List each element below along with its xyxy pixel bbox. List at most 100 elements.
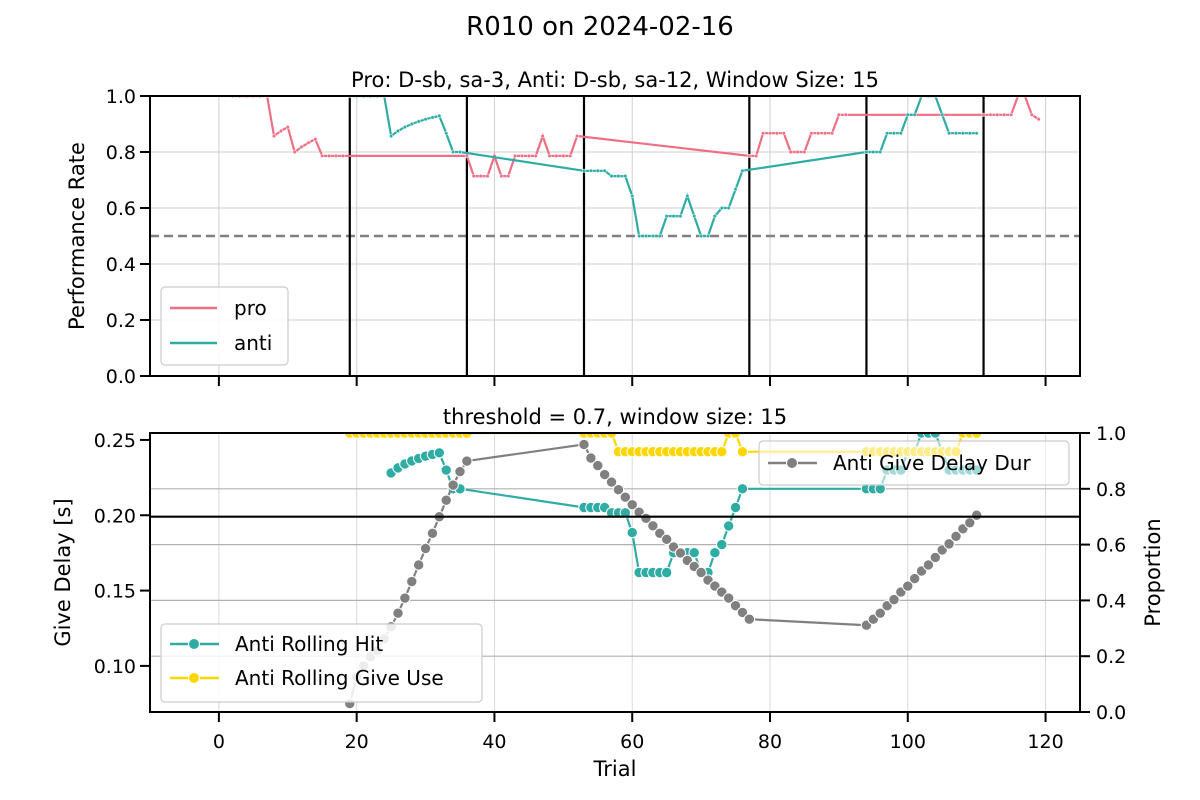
data-point-anti-give-delay-dur [619,491,632,503]
data-point-anti [878,149,883,155]
bottom-axes-frame [149,432,1081,713]
top-legend-box [160,286,289,366]
data-point-pro [781,131,786,136]
data-point-anti [437,113,442,118]
y-tick-label: 0.15 [94,581,136,603]
data-point-pro [464,153,469,158]
data-point-anti-give-delay-dur [605,476,618,488]
bottom-y-axis-label: Give Delay [s] [51,498,75,646]
data-point-anti-give-delay-dur [447,479,459,491]
data-point-anti [444,131,449,136]
data-point-anti-rolling-hit [433,447,446,459]
data-point-anti-give-delay-dur [392,607,404,619]
data-point-anti [967,131,972,136]
data-point-anti [712,214,717,219]
x-tick-label: 120 [1027,731,1063,753]
right-y-tick-label: 0.0 [1096,702,1126,724]
data-point-anti [726,205,731,211]
data-point-anti [705,233,711,239]
data-point-anti [864,149,869,155]
data-point-anti [389,133,394,139]
data-point-anti [637,233,642,239]
legend-label-anti-give-delay-dur: Anti Give Delay Dur [833,451,1031,475]
data-point-anti-give-delay-dur [592,459,604,472]
x-tick-label: 100 [890,731,926,753]
right-y-tick-label: 0.6 [1096,535,1126,557]
data-point-anti-give-delay-dur [674,547,687,559]
top-chart-title: Pro: D-sb, sa-3, Anti: D-sb, sa-12, Wind… [351,68,879,92]
data-point-anti-give-delay-dur [943,538,955,550]
data-point-pro [533,153,538,158]
bottom-legend-box [160,623,483,703]
right-y-tick-label: 0.2 [1096,646,1126,668]
data-point-anti [898,131,903,136]
data-point-anti [650,233,655,239]
data-point-pro [340,153,345,158]
data-point-pro [506,174,511,179]
data-point-anti-give-delay-dur [454,465,466,478]
data-point-anti-give-delay-dur [902,580,914,592]
data-point-pro [802,149,807,155]
data-point-anti-rolling-give-use [605,433,618,439]
data-point-anti-rolling-give-use [736,445,749,458]
legend-marker-anti-rolling-give-use [188,672,200,684]
data-point-pro [327,153,332,158]
data-point-anti [699,233,704,239]
data-point-pro [285,125,290,130]
data-point-anti-rolling-hit [660,566,673,579]
legend-label-anti: anti [234,331,272,355]
y-tick-label: 0.6 [106,198,136,220]
data-point-anti [616,174,621,179]
series-line-anti [349,96,977,238]
data-point-pro [843,112,848,117]
data-point-anti [623,174,628,179]
data-point-anti-give-delay-dur [626,499,638,511]
data-point-anti [457,149,463,155]
data-point-pro [485,174,490,179]
data-point-anti-give-delay-dur [874,607,886,619]
data-point-anti [912,112,917,117]
data-point-anti-rolling-hit [722,520,735,532]
top-series-group [230,96,1041,239]
data-point-anti [740,168,745,173]
data-point-anti-give-delay-dur [461,455,473,467]
data-point-anti [595,168,600,173]
data-point-anti-give-delay-dur [585,452,597,464]
data-point-pro [568,153,573,158]
right-y-axis-label: Proportion [1141,518,1165,626]
data-point-pro [981,112,986,117]
data-point-pro [761,131,766,136]
data-point-anti-give-delay-dur [888,593,900,606]
y-tick-label: 0.10 [94,656,136,678]
data-point-anti [416,119,421,124]
data-point-anti-give-delay-dur [922,559,935,571]
data-point-pro [271,133,277,139]
data-point-anti-rolling-hit [716,538,728,551]
data-point-anti [602,168,607,173]
legend-label-pro: pro [234,296,267,320]
data-point-anti [430,115,435,120]
x-axis-label: Trial [593,757,637,781]
data-point-anti-rolling-hit [736,483,749,495]
data-point-pro [513,153,518,158]
data-point-anti-give-delay-dur [647,520,659,532]
data-point-anti-give-delay-dur [660,533,673,546]
data-point-pro [292,149,297,155]
data-point-anti-rolling-give-use [461,433,473,439]
data-point-anti [960,131,965,136]
data-point-pro [547,153,552,158]
data-point-anti-give-delay-dur [722,592,735,604]
data-point-pro [554,153,559,158]
data-point-anti-give-delay-dur [419,542,432,555]
data-point-anti [409,121,414,127]
data-point-pro [995,112,1000,117]
data-point-pro [333,153,339,158]
data-point-pro [747,153,752,158]
data-point-anti [671,214,676,219]
data-point-anti [905,112,910,117]
y-tick-label: 0.4 [106,254,136,276]
right-legend-box [758,440,1070,486]
top-y-axis-label: Performance Rate [65,142,89,330]
legend-marker-anti-give-delay-dur [786,457,798,469]
data-point-anti [609,174,614,179]
